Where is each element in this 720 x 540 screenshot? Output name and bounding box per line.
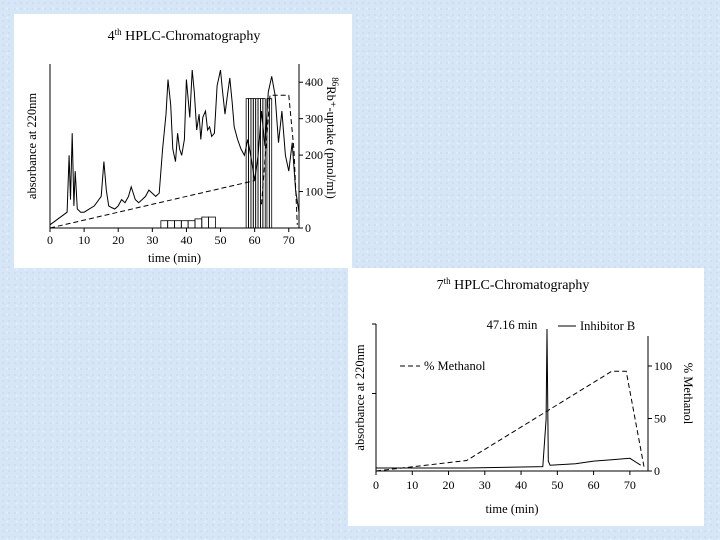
y-axis-label: absorbance at 220nm — [353, 344, 367, 450]
y2-tick-label: 200 — [305, 148, 323, 162]
y2-axis-label: 86Rb⁺-uptake (pmol/ml) — [324, 77, 340, 198]
y2-tick-label: 0 — [305, 221, 311, 235]
legend-label-methanol: % Methanol — [424, 359, 486, 373]
x-tick-label: 30 — [479, 478, 491, 492]
x-axis-label: time (min) — [148, 251, 201, 265]
y2-tick-label: 100 — [654, 359, 672, 373]
uptake-bar — [160, 220, 169, 229]
legend-label-inhibitor: Inhibitor B — [580, 319, 635, 333]
gradient-line — [261, 94, 298, 225]
x-tick-label: 50 — [551, 478, 563, 492]
chromatogram-4-panel: 4th HPLC-Chromatography 0 10 20 30 40 50 60 70 0 1… — [14, 14, 352, 268]
y2-axis-label: % Methanol — [681, 363, 695, 425]
uptake-bar — [174, 220, 182, 229]
x-tick-label: 60 — [588, 478, 600, 492]
uptake-bar — [208, 216, 216, 229]
y2-tick-label: 50 — [654, 412, 666, 426]
uptake-bar — [180, 220, 189, 229]
y-axis-label: absorbance at 220nm — [25, 93, 39, 199]
x-tick-label: 10 — [406, 478, 418, 492]
x-tick-label: 40 — [180, 233, 192, 247]
y2-tick-label: 300 — [305, 112, 323, 126]
methanol-line — [375, 370, 645, 472]
x-tick-label: 10 — [78, 233, 90, 247]
uptake-bar — [268, 98, 273, 229]
y2-tick-label: 400 — [305, 75, 323, 89]
x-tick-label: 20 — [112, 233, 124, 247]
x-tick-label: 30 — [146, 233, 158, 247]
chromatogram-7-chart: 7th HPLC-Chromatography 0 10 20 30 40 50 60 70 0 5… — [353, 276, 695, 516]
y2-tick-label: 0 — [654, 464, 660, 478]
chart-title: 7th HPLC-Chromatography — [437, 276, 590, 293]
x-tick-label: 60 — [249, 233, 261, 247]
uptake-bar — [201, 216, 210, 229]
x-tick-label: 70 — [283, 233, 295, 247]
chromatogram-7-panel: 7th HPLC-Chromatography 0 10 20 30 40 50 60 70 0 5… — [348, 268, 704, 526]
x-tick-label: 0 — [373, 478, 379, 492]
x-axis-label: time (min) — [485, 502, 538, 516]
uptake-bar — [187, 220, 196, 229]
x-tick-label: 0 — [47, 233, 53, 247]
x-tick-label: 50 — [215, 233, 227, 247]
absorbance-line — [49, 69, 300, 226]
y2-tick-label: 100 — [305, 185, 323, 199]
peak-annotation: 47.16 min — [487, 318, 538, 332]
uptake-bar — [262, 98, 266, 229]
x-tick-label: 70 — [624, 478, 636, 492]
chart-title: 4th HPLC-Chromatography — [108, 27, 261, 44]
baseline-line — [49, 180, 255, 229]
inhibitor-b-line — [376, 328, 641, 469]
chromatogram-4-chart: 4th HPLC-Chromatography 0 10 20 30 40 50 60 70 0 1… — [25, 27, 340, 265]
x-tick-label: 40 — [515, 478, 527, 492]
uptake-bar — [167, 220, 175, 229]
uptake-bar — [194, 218, 203, 229]
x-tick-label: 20 — [443, 478, 455, 492]
